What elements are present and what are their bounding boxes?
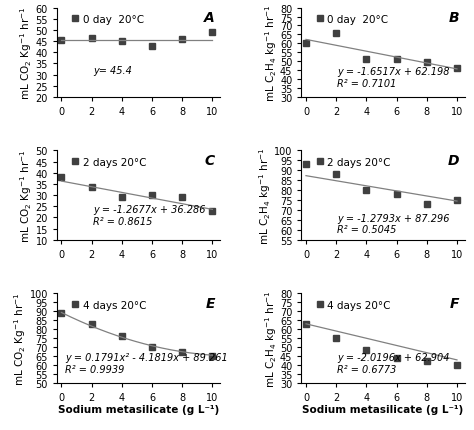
- Legend: 4 days 20°C: 4 days 20°C: [315, 299, 392, 311]
- Text: D: D: [448, 154, 460, 168]
- Text: y = -1.2677x + 36.286
R² = 0.8615: y = -1.2677x + 36.286 R² = 0.8615: [93, 205, 205, 226]
- Text: F: F: [450, 296, 460, 310]
- Text: y= 45.4: y= 45.4: [93, 66, 132, 76]
- Legend: 0 day  20°C: 0 day 20°C: [70, 14, 145, 26]
- Y-axis label: mL C$_2$H$_4$ kg$^{-1}$ hr$^{-1}$: mL C$_2$H$_4$ kg$^{-1}$ hr$^{-1}$: [263, 4, 279, 102]
- Y-axis label: mL C$_2$H$_4$ kg$^{-1}$ hr$^{-1}$: mL C$_2$H$_4$ kg$^{-1}$ hr$^{-1}$: [257, 147, 273, 244]
- Y-axis label: mL CO$_2$ Kg$^{-1}$ hr$^{-1}$: mL CO$_2$ Kg$^{-1}$ hr$^{-1}$: [18, 149, 34, 243]
- Y-axis label: mL CO$_2$ Kg$^{-1}$ hr$^{-1}$: mL CO$_2$ Kg$^{-1}$ hr$^{-1}$: [18, 6, 34, 100]
- Text: y = -1.2793x + 87.296
R² = 0.5045: y = -1.2793x + 87.296 R² = 0.5045: [337, 213, 450, 235]
- X-axis label: Sodium metasilicate (g L⁻¹): Sodium metasilicate (g L⁻¹): [58, 405, 219, 415]
- Text: C: C: [205, 154, 215, 168]
- Text: y = -1.6517x + 62.198
R² = 0.7101: y = -1.6517x + 62.198 R² = 0.7101: [337, 68, 450, 89]
- Legend: 2 days 20°C: 2 days 20°C: [315, 157, 392, 169]
- Legend: 4 days 20°C: 4 days 20°C: [70, 299, 147, 311]
- Y-axis label: mL C$_2$H$_4$ kg$^{-1}$ hr$^{-1}$: mL C$_2$H$_4$ kg$^{-1}$ hr$^{-1}$: [263, 289, 279, 387]
- Legend: 2 days 20°C: 2 days 20°C: [70, 157, 147, 169]
- Text: B: B: [449, 11, 460, 25]
- X-axis label: Sodium metasilicate (g L⁻¹): Sodium metasilicate (g L⁻¹): [302, 405, 464, 415]
- Text: A: A: [204, 11, 215, 25]
- Text: y = -2.0196x + 62.904
R² = 0.6773: y = -2.0196x + 62.904 R² = 0.6773: [337, 352, 450, 374]
- Text: y = 0.1791x² - 4.1819x + 89.261
R² = 0.9939: y = 0.1791x² - 4.1819x + 89.261 R² = 0.9…: [65, 352, 228, 374]
- Text: E: E: [206, 296, 215, 310]
- Legend: 0 day  20°C: 0 day 20°C: [315, 14, 390, 26]
- Y-axis label: mL CO$_2$ Kg$^{-1}$ hr$^{-1}$: mL CO$_2$ Kg$^{-1}$ hr$^{-1}$: [12, 292, 28, 385]
